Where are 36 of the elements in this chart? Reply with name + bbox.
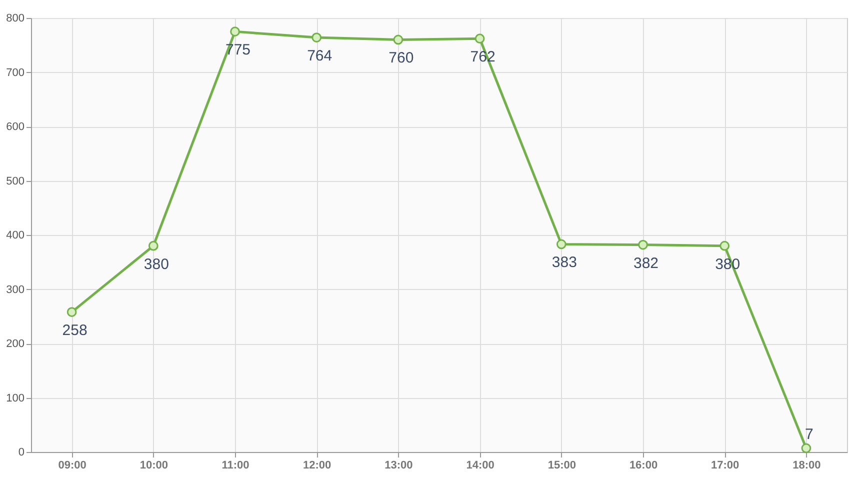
x-tick-label: 10:00 — [140, 460, 168, 472]
data-label: 760 — [388, 50, 414, 67]
y-tick-label: 800 — [6, 12, 24, 24]
data-label: 764 — [307, 48, 332, 65]
data-label: 7 — [805, 426, 814, 444]
data-label: 258 — [62, 322, 88, 340]
point — [148, 240, 158, 251]
point — [801, 443, 812, 454]
y-tick-label: 400 — [6, 230, 24, 242]
y-tick-label: 200 — [6, 338, 24, 350]
x-tick-label: 11:00 — [222, 460, 250, 472]
point — [66, 307, 77, 317]
y-tick-label: 600 — [6, 121, 24, 133]
y-tick-label: 700 — [6, 66, 24, 79]
point — [230, 26, 240, 36]
x-tick-label: 15:00 — [548, 460, 576, 472]
y-tick-label: 500 — [6, 175, 24, 188]
y-tick-label: 100 — [6, 392, 24, 404]
point — [638, 240, 648, 250]
point — [312, 32, 322, 42]
data-label: 382 — [633, 254, 659, 272]
point — [474, 34, 485, 44]
x-tick-label: 14:00 — [466, 460, 494, 472]
x-tick-label: 16:00 — [629, 460, 658, 472]
x-tick-label: 12:00 — [303, 460, 332, 472]
point — [393, 34, 404, 45]
data-label: 383 — [552, 254, 577, 272]
x-tick-label: 17:00 — [711, 460, 740, 472]
y-tick-label: 300 — [6, 284, 24, 296]
point — [556, 239, 566, 250]
data-label: 380 — [144, 256, 169, 273]
x-tick-label: 09:00 — [58, 460, 86, 472]
point — [720, 240, 730, 251]
x-tick-label: 18:00 — [792, 460, 821, 472]
x-tick-label: 13:00 — [384, 460, 413, 472]
y-tick-label: 0 — [18, 446, 24, 458]
